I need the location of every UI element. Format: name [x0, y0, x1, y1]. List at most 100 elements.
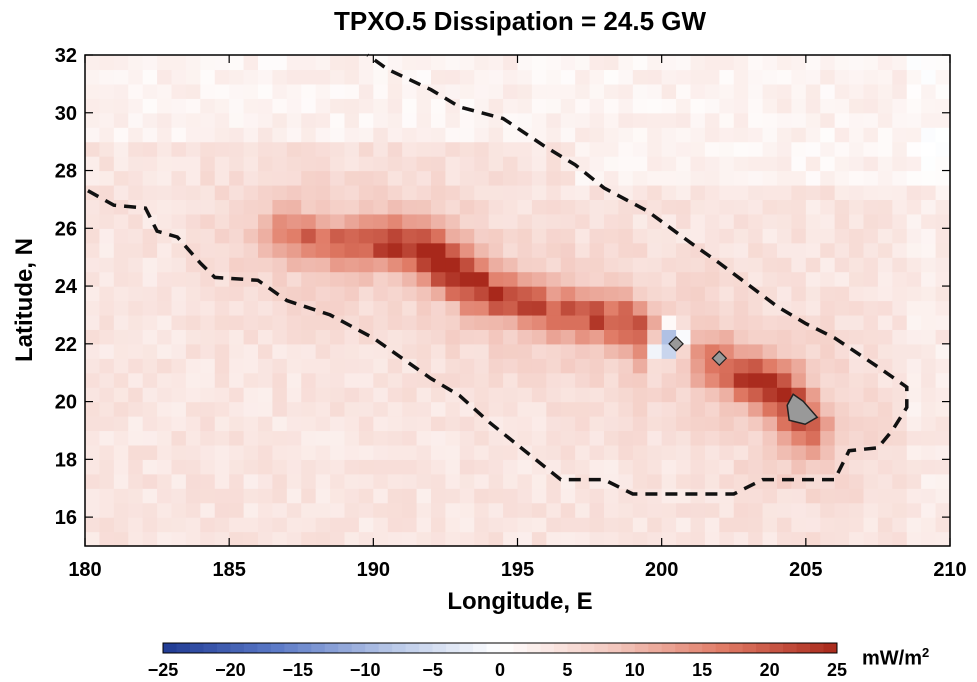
heatmap-cell: [531, 372, 547, 388]
heatmap-cell: [358, 271, 374, 287]
heatmap-cell: [560, 286, 576, 302]
heatmap-cell: [243, 531, 259, 547]
heatmap-cell: [849, 242, 865, 258]
heatmap-cell: [676, 170, 692, 186]
heatmap-cell: [777, 156, 793, 172]
heatmap-cell: [704, 170, 720, 186]
heatmap-cell: [517, 112, 533, 128]
heatmap-cell: [488, 343, 504, 359]
colorbar-bin: [378, 643, 393, 653]
heatmap-cell: [733, 517, 749, 533]
heatmap-cell: [560, 257, 576, 273]
heatmap-cell: [748, 286, 764, 302]
heatmap-cell: [719, 141, 735, 157]
heatmap-cell: [849, 502, 865, 518]
heatmap-cell: [142, 170, 158, 186]
heatmap-cell: [315, 184, 331, 201]
heatmap-cell: [762, 358, 778, 374]
heatmap-cell: [474, 329, 490, 345]
heatmap-cell: [935, 401, 951, 417]
heatmap-cell: [171, 329, 187, 345]
heatmap-cell: [618, 242, 634, 258]
heatmap-cell: [820, 387, 836, 403]
heatmap-cell: [431, 98, 447, 114]
heatmap-cell: [517, 156, 533, 172]
heatmap-cell: [243, 473, 259, 489]
heatmap-cell: [834, 314, 850, 330]
heatmap-cell: [863, 271, 879, 287]
heatmap-cell: [229, 358, 245, 374]
heatmap-cell: [935, 517, 951, 533]
heatmap-cell: [128, 184, 144, 201]
heatmap-cell: [358, 459, 374, 475]
heatmap-cell: [546, 372, 562, 388]
heatmap-cell: [315, 112, 331, 128]
heatmap-cell: [330, 300, 346, 316]
heatmap-cell: [517, 55, 533, 71]
heatmap-cell: [748, 531, 764, 547]
heatmap-cell: [589, 444, 605, 460]
heatmap-cell: [719, 257, 735, 273]
heatmap-cell: [748, 141, 764, 157]
heatmap-cell: [258, 98, 274, 114]
heatmap-cell: [128, 358, 144, 374]
heatmap-cell: [272, 55, 288, 71]
heatmap-cell: [99, 69, 115, 85]
heatmap-cell: [445, 329, 461, 345]
heatmap-cell: [877, 55, 893, 71]
colorbar-tick-label: −5: [422, 660, 443, 680]
heatmap-cell: [301, 141, 317, 157]
heatmap-cell: [301, 228, 317, 244]
heatmap-cell: [863, 430, 879, 446]
heatmap-cell: [128, 98, 144, 114]
heatmap-cell: [805, 55, 821, 71]
heatmap-cell: [531, 83, 547, 99]
heatmap-cell: [632, 329, 648, 345]
heatmap-cell: [632, 112, 648, 128]
heatmap-cell: [445, 257, 461, 273]
heatmap-cell: [445, 242, 461, 258]
heatmap-cell: [358, 170, 374, 186]
heatmap-cell: [258, 387, 274, 403]
heatmap-cell: [301, 271, 317, 287]
heatmap-cell: [128, 156, 144, 172]
heatmap-cell: [863, 343, 879, 359]
heatmap-cell: [373, 184, 389, 201]
heatmap-cell: [575, 531, 591, 547]
heatmap-cell: [733, 69, 749, 85]
heatmap-cell: [805, 257, 821, 273]
heatmap-cell: [445, 416, 461, 432]
heatmap-cell: [488, 488, 504, 504]
heatmap-cell: [517, 228, 533, 244]
heatmap-cell: [445, 444, 461, 460]
heatmap-cell: [791, 184, 807, 201]
heatmap-cell: [185, 502, 201, 518]
heatmap-cell: [777, 170, 793, 186]
heatmap-cell: [704, 127, 720, 143]
heatmap-cell: [315, 329, 331, 345]
heatmap-cell: [243, 69, 259, 85]
heatmap-cell: [719, 517, 735, 533]
heatmap-cell: [834, 473, 850, 489]
heatmap-cell: [921, 358, 937, 374]
heatmap-cell: [157, 112, 173, 128]
heatmap-cell: [618, 98, 634, 114]
heatmap-cell: [113, 517, 129, 533]
heatmap-cell: [589, 242, 605, 258]
heatmap-cell: [85, 502, 101, 518]
heatmap-cell: [344, 83, 360, 99]
heatmap-cell: [546, 271, 562, 287]
heatmap-cell: [834, 112, 850, 128]
heatmap-cell: [892, 228, 908, 244]
heatmap-cell: [157, 184, 173, 201]
heatmap-cell: [330, 502, 346, 518]
heatmap-cell: [834, 300, 850, 316]
heatmap-cell: [286, 372, 302, 388]
heatmap-cell: [488, 271, 504, 287]
heatmap-cell: [661, 430, 677, 446]
heatmap-cell: [229, 213, 245, 229]
heatmap-cell: [777, 257, 793, 273]
heatmap-cell: [531, 416, 547, 432]
heatmap-cell: [647, 112, 663, 128]
heatmap-cell: [849, 69, 865, 85]
